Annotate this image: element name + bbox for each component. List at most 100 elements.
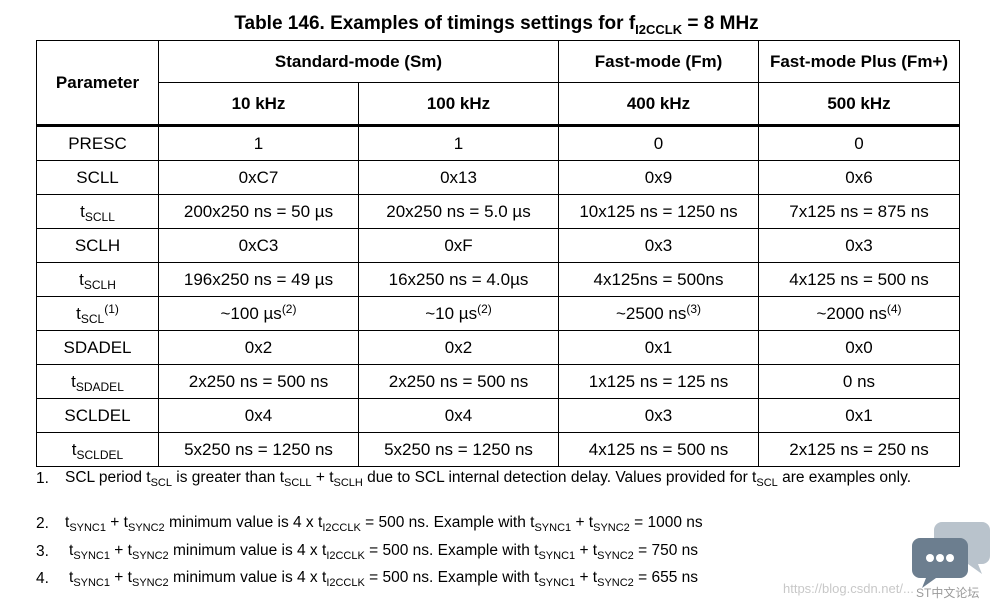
cell-value: 0 xyxy=(854,133,864,153)
cell-value: 0 ns xyxy=(842,371,876,391)
footnote-number: 2. xyxy=(36,515,49,532)
value-cell: 0x0 xyxy=(758,330,960,365)
cell-value: 2x250 ns = 500 ns xyxy=(188,371,329,391)
value-cell: 2x250 ns = 500 ns xyxy=(358,364,559,399)
timings-table: Parameter Standard-mode (Sm) Fast-mode (… xyxy=(36,40,960,467)
cell-value: 0xF xyxy=(444,235,473,255)
cell-value: 0x4 xyxy=(244,405,273,425)
header-standard-mode: Standard-mode (Sm) xyxy=(158,40,559,83)
footnote-text-run: = 1000 ns xyxy=(629,514,703,531)
cell-value: 0x9 xyxy=(644,167,673,187)
cell-value: 4x125ns = 500ns xyxy=(593,269,724,289)
header-freq-500khz: 500 kHz xyxy=(758,82,960,127)
parameter-subscript: SCLDEL xyxy=(76,447,124,462)
parameter-cell: SDADEL xyxy=(36,330,159,365)
parameter-cell: SCLDEL xyxy=(36,398,159,433)
chat-bubbles-icon xyxy=(912,522,990,588)
value-cell: 16x250 ns = 4.0µs xyxy=(358,262,559,297)
cell-value: 10x125 ns = 1250 ns xyxy=(579,201,738,221)
footnote-subscript: SYNC2 xyxy=(597,577,634,589)
cell-value: 0x1 xyxy=(644,337,673,357)
footnote-text-run: is greater than t xyxy=(172,469,285,486)
footnote-text-run: are examples only. xyxy=(777,469,912,486)
cell-value: 2x125 ns = 250 ns xyxy=(789,439,929,459)
footnote-text-run: = 655 ns xyxy=(633,569,699,586)
cell-value: 1 xyxy=(453,133,464,153)
parameter-name: t xyxy=(71,439,77,459)
table-row: tSCL(1) ~100 µs(2) ~10 µs(2) ~2500 ns(3) ~20… xyxy=(36,296,960,331)
header-fast-mode-plus: Fast-mode Plus (Fm+) xyxy=(758,40,960,83)
table-row: tSCLDEL 5x250 ns = 1250 ns 5x250 ns = 1250… xyxy=(36,432,960,467)
cell-value: 1x125 ns = 125 ns xyxy=(588,371,729,391)
footnote-subscript: SYNC1 xyxy=(69,522,106,534)
value-cell: 0x6 xyxy=(758,160,960,195)
footnote-subscript: SCL xyxy=(756,477,778,489)
footnote-text-run: + t xyxy=(110,569,132,586)
footnote-text-run: minimum value is 4 x t xyxy=(168,569,327,586)
title-subscript: I2CCLK xyxy=(635,22,683,37)
value-cell: 0x4 xyxy=(358,398,559,433)
value-cell: 2x125 ns = 250 ns xyxy=(758,432,960,467)
table-row: tSCLH 196x250 ns = 49 µs 16x250 ns = 4.0µs… xyxy=(36,262,960,297)
footnote-text: tSYNC1 + tSYNC2 minimum value is 4 x tI2… xyxy=(69,542,929,562)
cell-value: ~2500 ns xyxy=(615,303,687,323)
footnote-subscript: SYNC2 xyxy=(593,522,630,534)
parameter-cell: tSCLH xyxy=(36,262,159,297)
footnote-text-run: + t xyxy=(571,514,594,531)
table-title: Table 146. Examples of timings settings … xyxy=(0,11,993,37)
parameter-name: t xyxy=(71,371,76,391)
footnote-text-run: = 750 ns xyxy=(633,542,699,559)
footnote-subscript: SYNC1 xyxy=(73,550,110,562)
cell-value: 0x2 xyxy=(444,337,473,357)
table-row: SCLH 0xC3 0xF 0x3 0x3 xyxy=(36,228,960,263)
header-freq-400khz: 400 kHz xyxy=(558,82,759,127)
footnote-subscript: SYNC2 xyxy=(127,522,165,534)
cell-value: 5x250 ns = 1250 ns xyxy=(184,439,333,459)
footnote-subscript: I2CCLK xyxy=(326,577,365,589)
parameter-name: t xyxy=(76,303,81,323)
cell-value: 0x3 xyxy=(644,405,673,425)
title-suffix: = 8 MHz xyxy=(682,13,759,34)
cell-value: 0x2 xyxy=(244,337,273,357)
cell-value: 0x6 xyxy=(845,167,873,187)
footnote-subscript: I2CCLK xyxy=(322,522,361,534)
footnote-text-run: minimum value is 4 x t xyxy=(168,542,327,559)
value-cell: 4x125 ns = 500 ns xyxy=(558,432,759,467)
cell-footnote-ref: (4) xyxy=(886,301,902,316)
footnote-text: tSYNC1 + tSYNC2 minimum value is 4 x tI2… xyxy=(69,569,929,589)
parameter-name: SCLL xyxy=(76,167,119,187)
parameter-name: SDADEL xyxy=(63,337,132,357)
value-cell: 0x2 xyxy=(358,330,559,365)
value-cell: 20x250 ns = 5.0 µs xyxy=(358,194,559,229)
watermark-brand: ST中文论坛 xyxy=(916,586,980,600)
parameter-name: SCLDEL xyxy=(64,405,131,425)
value-cell: 0xC3 xyxy=(158,228,359,263)
parameter-footnote-ref: (1) xyxy=(104,301,119,316)
footnote-text-run: + t xyxy=(575,569,598,586)
cell-value: 0x13 xyxy=(440,167,477,187)
parameter-subscript: SCL xyxy=(80,311,105,326)
footnote-subscript: SCL xyxy=(150,477,172,489)
footnote-subscript: SYNC1 xyxy=(538,577,576,589)
footnote-text-run: = 500 ns. Example with t xyxy=(360,514,535,531)
value-cell: 0 ns xyxy=(758,364,960,399)
value-cell: 7x125 ns = 875 ns xyxy=(758,194,960,229)
cell-value: ~2000 ns xyxy=(816,303,887,323)
footnote-subscript: SYNC2 xyxy=(131,550,169,562)
table-row: tSCLL 200x250 ns = 50 µs 20x250 ns = 5.0 µ… xyxy=(36,194,960,229)
footnote-subscript: SYNC1 xyxy=(73,577,110,589)
value-cell: 0 xyxy=(758,125,960,161)
parameter-subscript: SDADEL xyxy=(75,379,124,394)
cell-value: 0x4 xyxy=(444,405,473,425)
cell-value: 4x125 ns = 500 ns xyxy=(789,269,929,289)
footnote-text: SCL period tSCL is greater than tSCLL + … xyxy=(65,469,925,489)
value-cell: 0x4 xyxy=(158,398,359,433)
footnote-text-run: due to SCL internal detection delay. Val… xyxy=(362,469,757,486)
cell-footnote-ref: (2) xyxy=(281,301,297,316)
watermark-url: https://blog.csdn.net/... xyxy=(783,581,914,596)
cell-value: 7x125 ns = 875 ns xyxy=(789,201,929,221)
parameter-cell: SCLL xyxy=(36,160,159,195)
cell-value: 0x3 xyxy=(845,235,873,255)
cell-footnote-ref: (2) xyxy=(477,301,492,316)
footnote-subscript: SYNC2 xyxy=(131,577,169,589)
